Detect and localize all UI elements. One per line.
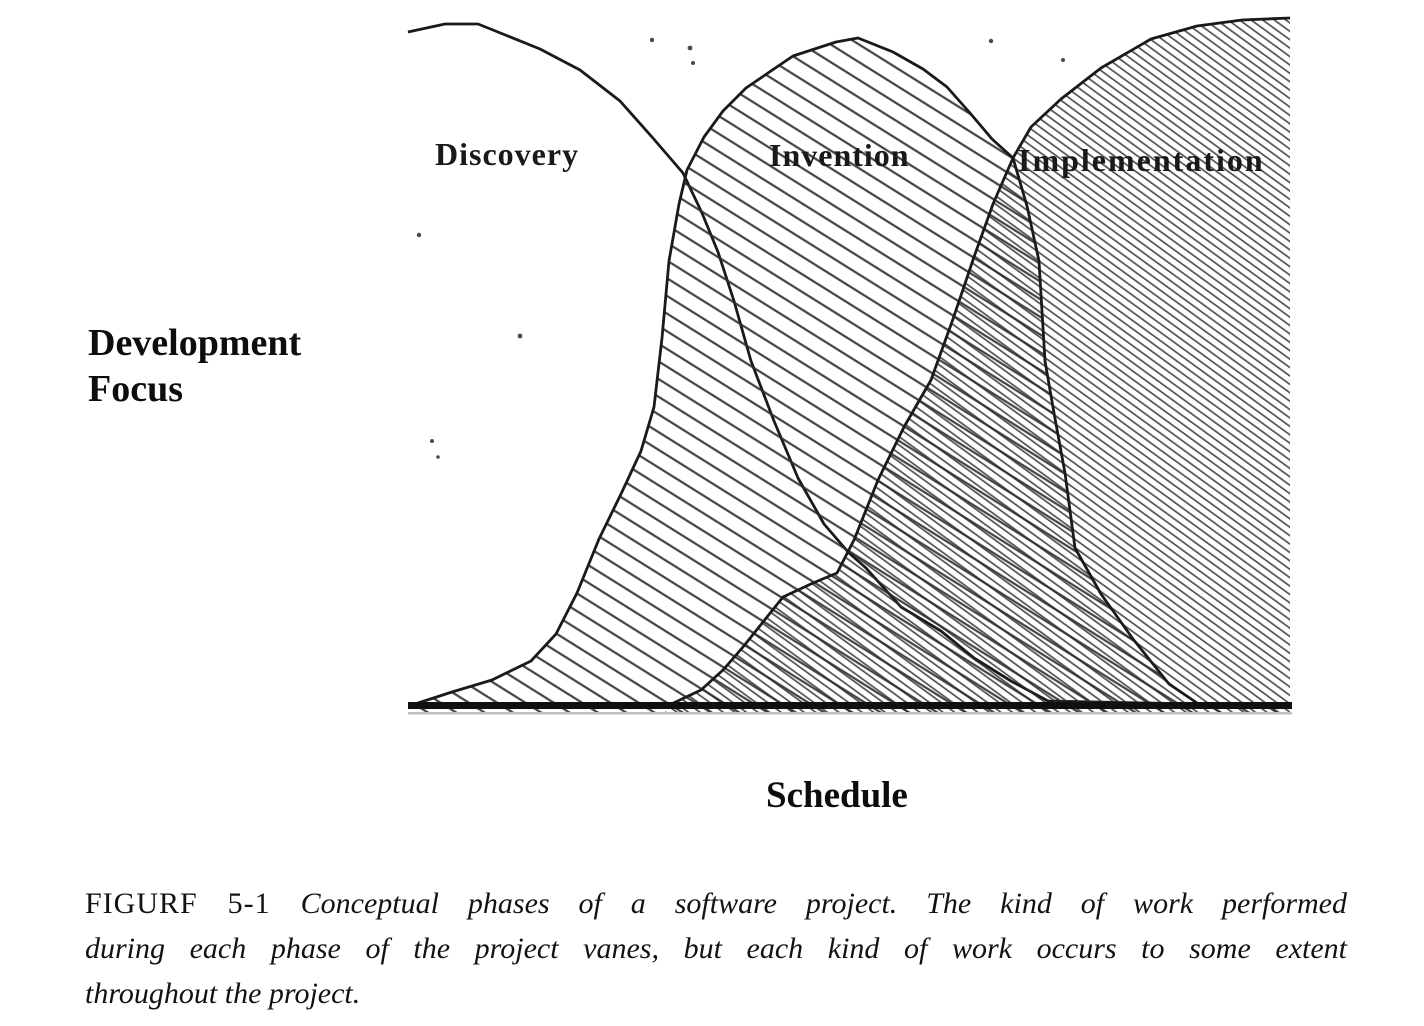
caption-line-2: during each phase of the project vanes, … bbox=[85, 932, 1347, 965]
y-axis-label-line1: Development bbox=[88, 322, 302, 364]
caption-line-1: FIGURF 5-1 Conceptual phases of a softwar… bbox=[85, 881, 1347, 926]
y-axis-label-line2: Focus bbox=[88, 368, 183, 410]
caption-text-1: Conceptual phases of a software project.… bbox=[300, 887, 1347, 920]
scan-specks bbox=[416, 37, 1065, 459]
caption-line-3: throughout the project. bbox=[85, 977, 361, 1010]
discovery-label: Discovery bbox=[435, 136, 580, 172]
y-axis-label: Development Focus bbox=[88, 320, 301, 412]
implementation-label: Implementation bbox=[1018, 142, 1265, 178]
baseline-axis bbox=[408, 702, 1292, 709]
figure-caption: FIGURF 5-1 Conceptual phases of a softwar… bbox=[85, 881, 1347, 1016]
figure-number: FIGURF 5-1 bbox=[85, 887, 271, 920]
invention-label: Invention bbox=[769, 137, 910, 173]
implementation-curve bbox=[664, 16, 1291, 709]
baseline-shadow bbox=[408, 712, 1292, 715]
invention-curve bbox=[414, 36, 1201, 707]
x-axis-label: Schedule bbox=[766, 775, 908, 816]
implementation-area bbox=[665, 18, 1290, 712]
